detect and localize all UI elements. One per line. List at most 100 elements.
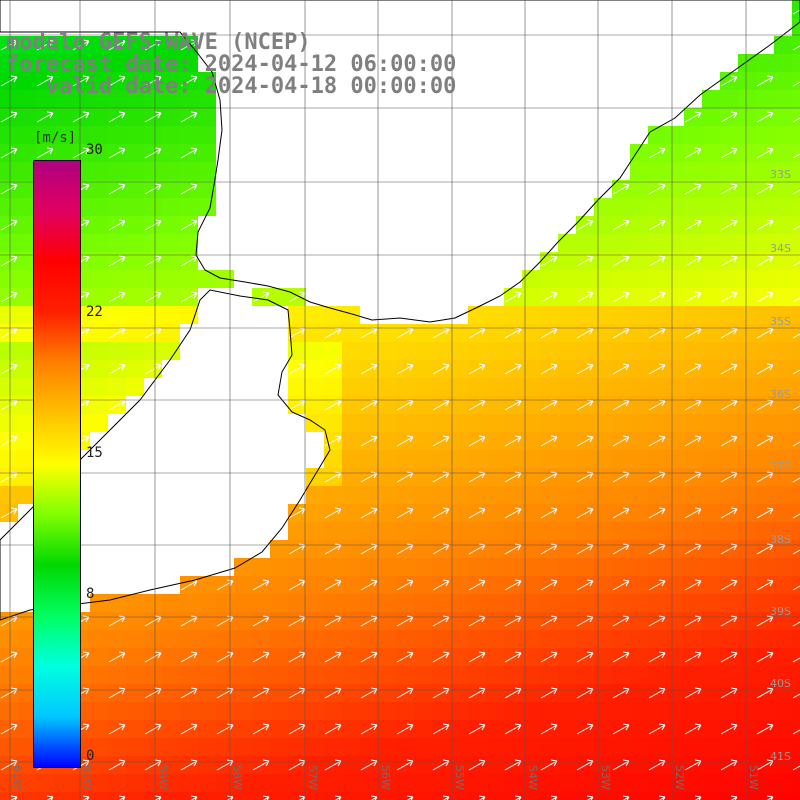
wind-speed-cell	[468, 414, 486, 432]
wind-speed-cell	[162, 108, 180, 126]
wind-speed-cell	[468, 594, 486, 612]
wind-speed-cell	[738, 396, 756, 414]
wind-speed-cell	[18, 756, 36, 774]
wind-speed-cell	[738, 378, 756, 396]
wind-speed-cell	[468, 738, 486, 756]
wind-arrow	[180, 183, 198, 195]
wind-speed-cell	[360, 774, 378, 792]
wind-arrow	[648, 147, 666, 159]
wind-arrow	[576, 507, 594, 519]
wind-speed-cell	[450, 504, 468, 522]
wind-speed-cell	[198, 162, 216, 180]
wind-speed-cell	[126, 252, 144, 270]
wind-speed-cell	[342, 522, 360, 540]
wind-speed-cell	[684, 522, 702, 540]
wind-arrow	[576, 579, 594, 591]
wind-speed-cell	[342, 378, 360, 396]
wind-speed-cell	[792, 90, 800, 108]
wind-arrow	[288, 507, 306, 519]
wind-speed-cell	[90, 234, 108, 252]
wind-speed-cell	[666, 234, 684, 252]
wind-speed-cell	[666, 684, 684, 702]
wind-speed-cell	[180, 738, 198, 756]
wind-speed-cell	[0, 774, 18, 792]
wind-arrow	[684, 255, 702, 267]
wind-speed-cell	[648, 198, 666, 216]
wind-speed-cell	[612, 234, 630, 252]
wind-speed-cell	[576, 792, 594, 800]
wind-speed-cell	[378, 432, 396, 450]
wind-speed-cell	[666, 558, 684, 576]
wind-speed-cell	[378, 378, 396, 396]
wind-arrow	[684, 363, 702, 375]
wind-arrow	[288, 291, 306, 303]
wind-speed-cell	[594, 594, 612, 612]
wind-speed-cell	[0, 126, 18, 144]
wind-speed-cell	[774, 774, 792, 792]
wind-speed-cell	[540, 486, 558, 504]
wind-speed-cell	[756, 774, 774, 792]
wind-speed-cell	[126, 702, 144, 720]
wind-speed-cell	[198, 738, 216, 756]
wind-speed-cell	[684, 558, 702, 576]
wind-arrow	[792, 765, 800, 771]
wind-speed-cell	[756, 522, 774, 540]
wind-speed-cell	[666, 450, 684, 468]
wind-speed-cell	[666, 720, 684, 738]
wind-arrow	[612, 579, 630, 591]
wind-speed-cell	[666, 666, 684, 684]
forecast-date: forecast date: 2024-04-12 06:00:00	[6, 52, 457, 77]
wind-arrow	[144, 39, 162, 51]
wind-speed-cell	[54, 90, 72, 108]
wind-speed-cell	[0, 792, 18, 800]
wind-arrow	[324, 435, 342, 447]
wind-speed-cell	[774, 648, 792, 666]
wind-speed-cell	[18, 108, 36, 126]
wind-speed-cell	[90, 774, 108, 792]
wind-speed-cell	[558, 684, 576, 702]
wind-speed-cell	[738, 522, 756, 540]
wind-speed-cell	[558, 324, 576, 342]
wind-speed-cell	[774, 414, 792, 432]
wind-speed-cell	[306, 792, 324, 800]
wind-arrow	[468, 363, 486, 375]
wind-speed-cell	[792, 576, 800, 594]
wind-speed-cell	[648, 270, 666, 288]
wind-speed-cell	[666, 540, 684, 558]
wind-speed-cell	[504, 522, 522, 540]
wind-speed-cell	[540, 666, 558, 684]
wind-speed-cell	[558, 774, 576, 792]
wind-speed-cell	[738, 342, 756, 360]
wind-speed-cell	[378, 792, 396, 800]
wind-arrow	[792, 549, 800, 555]
wind-arrow	[504, 579, 522, 591]
wind-speed-cell	[468, 702, 486, 720]
wind-speed-cell	[414, 666, 432, 684]
wind-speed-cell	[468, 342, 486, 360]
wind-speed-cell	[774, 792, 792, 800]
wind-speed-cell	[486, 774, 504, 792]
wind-speed-cell	[684, 198, 702, 216]
wind-speed-cell	[630, 468, 648, 486]
wind-speed-cell	[234, 576, 252, 594]
wind-speed-cell	[270, 756, 288, 774]
wind-speed-cell	[720, 342, 738, 360]
wind-arrow	[576, 363, 594, 375]
wind-speed-cell	[702, 666, 720, 684]
longitude-label: 60W	[81, 765, 94, 790]
wind-speed-cell	[90, 612, 108, 630]
wind-speed-cell	[450, 720, 468, 738]
wind-speed-cell	[612, 198, 630, 216]
wind-speed-cell	[396, 630, 414, 648]
wind-arrow	[684, 183, 702, 195]
wind-speed-cell	[630, 684, 648, 702]
wind-speed-cell	[162, 612, 180, 630]
wind-speed-cell	[522, 378, 540, 396]
wind-speed-cell	[504, 306, 522, 324]
wind-speed-cell	[144, 90, 162, 108]
wind-arrow	[0, 723, 18, 735]
wind-speed-cell	[666, 396, 684, 414]
wind-speed-cell	[774, 396, 792, 414]
wind-arrow	[756, 111, 774, 123]
wind-speed-cell	[126, 684, 144, 702]
